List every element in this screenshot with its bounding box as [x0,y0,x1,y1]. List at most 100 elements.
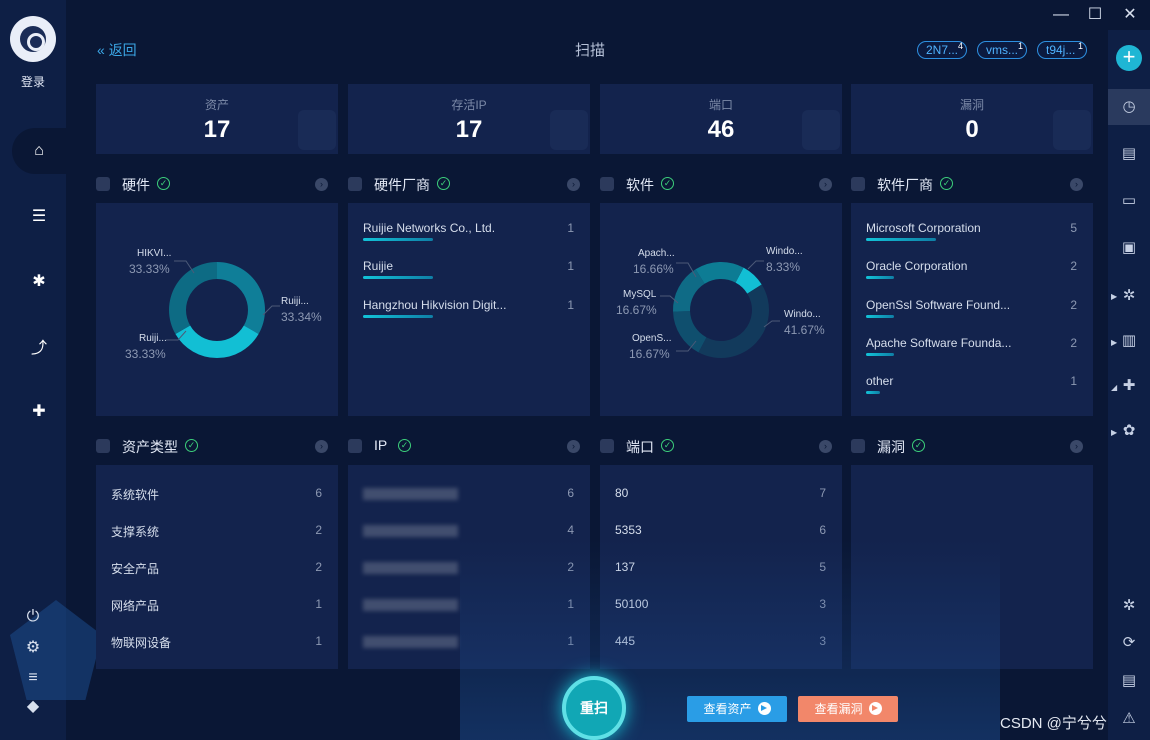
donut-slice[interactable] [673,311,707,353]
donut-label: OpenS... [632,333,672,344]
check-circle-icon: ✓ [398,439,411,452]
settings-gear-icon[interactable]: ⚙ [25,639,41,656]
port-number: 80 [615,486,629,500]
tag-badge: 4 [957,41,963,51]
expand-arrow-icon[interactable]: ▶ [1111,428,1118,437]
puzzle-icon[interactable]: ✚ [1122,377,1136,394]
nav-vulns-button[interactable]: ✱ [21,263,57,299]
gem-icon[interactable]: ◆ [26,698,40,715]
close-button[interactable]: ✕ [1123,6,1137,23]
port-count: 3 [819,597,826,611]
section-header-software: 软件 ✓ › [600,174,832,194]
server-icon: ☰ [31,208,47,225]
donut-slice[interactable] [217,262,265,334]
more-arrow-icon[interactable]: › [819,178,832,191]
view-assets-button[interactable]: 查看资产 [687,696,787,722]
warning-icon[interactable]: ⚠ [1122,710,1136,727]
stat-label: 漏洞 [959,98,984,112]
section-header-hardware: 硬件 ✓ › [96,174,328,194]
vendor-group-icon [348,177,362,191]
port-count: 6 [819,523,826,537]
refresh-icon[interactable]: ⟳ [1122,634,1136,651]
logo-mark-icon [20,26,46,52]
stat-label: 存活IP [451,98,487,112]
vendor-name: Ruijie [363,259,394,273]
scan-target-tag[interactable]: 2N7... 4 [917,41,967,59]
rescan-button[interactable]: 重扫 [562,676,626,740]
vendor-bar [866,315,894,318]
hardware-donut-chart [166,260,280,358]
nav-plugins-button[interactable]: ✚ [21,393,57,429]
add-task-button[interactable]: + [1116,45,1142,71]
donut-label: HIKVI... [137,248,172,259]
donut-slice[interactable] [673,269,705,312]
more-arrow-icon[interactable]: › [315,178,328,191]
document-icon[interactable]: ▤ [1121,145,1137,162]
more-arrow-icon[interactable]: › [1070,440,1083,453]
nav-stats-button[interactable]: ⤴ [21,328,57,364]
donut-label: Ruiji... [139,333,167,344]
donut-slice[interactable] [169,262,217,334]
trend-chart-icon: ⤴ [30,340,47,357]
donut-slice[interactable] [735,267,762,294]
clock-icon[interactable]: ◷ [1122,98,1136,115]
section-header-asset-type: 资产类型 ✓ › [96,436,328,456]
vendor-count: 1 [1070,374,1077,388]
check-circle-icon: ✓ [437,177,450,190]
donut-percent: 33.33% [125,347,166,361]
bar-chart-icon[interactable]: ▥ [1121,332,1137,349]
ip-icon[interactable]: ▣ [1121,239,1137,256]
port-number: 445 [615,634,635,648]
stat-card-assets: 资产 17 [96,84,338,154]
donut-slice[interactable] [698,284,769,358]
bug-settings-icon[interactable]: ✲ [1122,597,1136,614]
section-title: 端口 [626,439,654,455]
expand-arrow-icon[interactable]: ▶ [1111,338,1118,347]
redacted-ip [363,599,458,611]
arrow-right-icon [868,702,882,715]
login-link[interactable]: 登录 [20,75,45,89]
monitor-icon [348,439,362,453]
vendor-bar [866,353,894,356]
report-icon[interactable]: ▤ [1121,672,1137,689]
donut-label: Windo... [784,309,821,320]
menu-icon[interactable]: ≡ [28,669,38,686]
stat-value: 17 [203,116,231,143]
donut-slice[interactable] [175,325,259,358]
stat-card-ports: 端口 46 [600,84,842,154]
software-panel: Windo... 8.33% Windo... 41.67% OpenS... … [600,203,842,416]
power-icon[interactable]: ⏻ [26,608,40,625]
arrow-right-icon [757,702,771,715]
nav-assets-button[interactable]: ☰ [21,198,57,234]
section-title: IP [374,437,388,453]
more-arrow-icon[interactable]: › [315,440,328,453]
more-arrow-icon[interactable]: › [1070,178,1083,191]
stat-label: 资产 [204,98,229,112]
vendor-count: 2 [1070,259,1077,273]
back-link[interactable]: « 返回 [97,40,137,60]
donut-label: Apach... [638,248,675,259]
scan-target-tag[interactable]: t94j... 1 [1037,41,1087,59]
minimize-button[interactable]: — [1053,6,1069,23]
more-arrow-icon[interactable]: › [567,178,580,191]
more-arrow-icon[interactable]: › [567,440,580,453]
donut-percent: 41.67% [784,323,825,337]
expand-arrow-icon[interactable]: ◢ [1111,383,1118,392]
nav-scan-button[interactable]: ⌂ [21,133,57,169]
monitor-icon[interactable]: ▭ [1121,192,1137,209]
maximize-button[interactable]: ☐ [1087,6,1103,23]
bug-icon[interactable]: ✲ [1122,287,1136,304]
asset-type-count: 2 [315,523,322,537]
view-vulns-button[interactable]: 查看漏洞 [798,696,898,722]
bug-report-icon: ✱ [32,273,46,290]
gear-puzzle-icon[interactable]: ✿ [1122,422,1136,439]
port-plug-icon [600,439,614,453]
scan-target-tag[interactable]: vms... 1 [977,41,1027,59]
more-arrow-icon[interactable]: › [819,440,832,453]
donut-slice[interactable] [695,262,744,284]
check-circle-icon: ✓ [157,177,170,190]
nav-active-indicator [12,128,66,174]
double-chevron-left-icon: « [97,42,105,58]
bug-icon [1053,110,1091,150]
expand-arrow-icon[interactable]: ▶ [1111,292,1118,301]
